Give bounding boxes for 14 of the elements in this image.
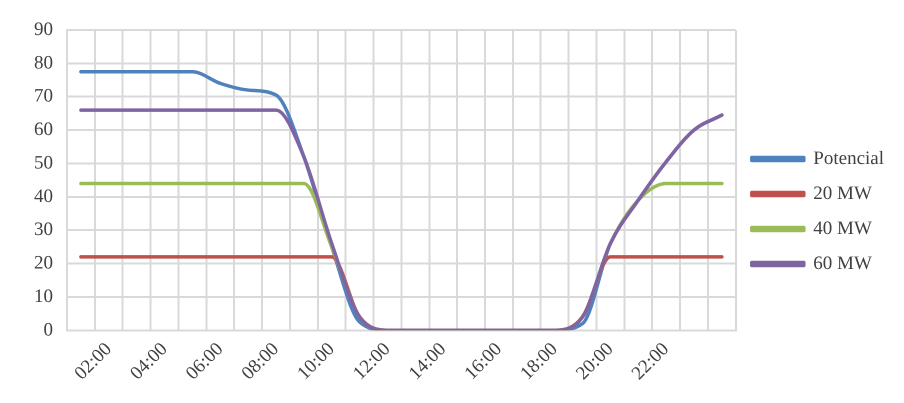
y-tick-label: 10	[34, 286, 53, 307]
legend-label: Potencial	[813, 148, 884, 169]
y-tick-label: 70	[34, 86, 53, 107]
legend-label: 20 MW	[813, 182, 872, 204]
y-tick-label: 0	[44, 319, 53, 340]
y-tick-label: 40	[34, 186, 53, 207]
y-tick-label: 60	[34, 119, 53, 140]
legend-label: 60 MW	[813, 252, 872, 274]
legend-label: 40 MW	[813, 218, 872, 239]
y-tick-label: 50	[34, 152, 53, 174]
y-tick-label: 90	[34, 18, 53, 40]
y-tick-label: 30	[34, 219, 53, 240]
y-tick-label: 80	[34, 52, 53, 74]
y-tick-label: 20	[34, 252, 53, 274]
